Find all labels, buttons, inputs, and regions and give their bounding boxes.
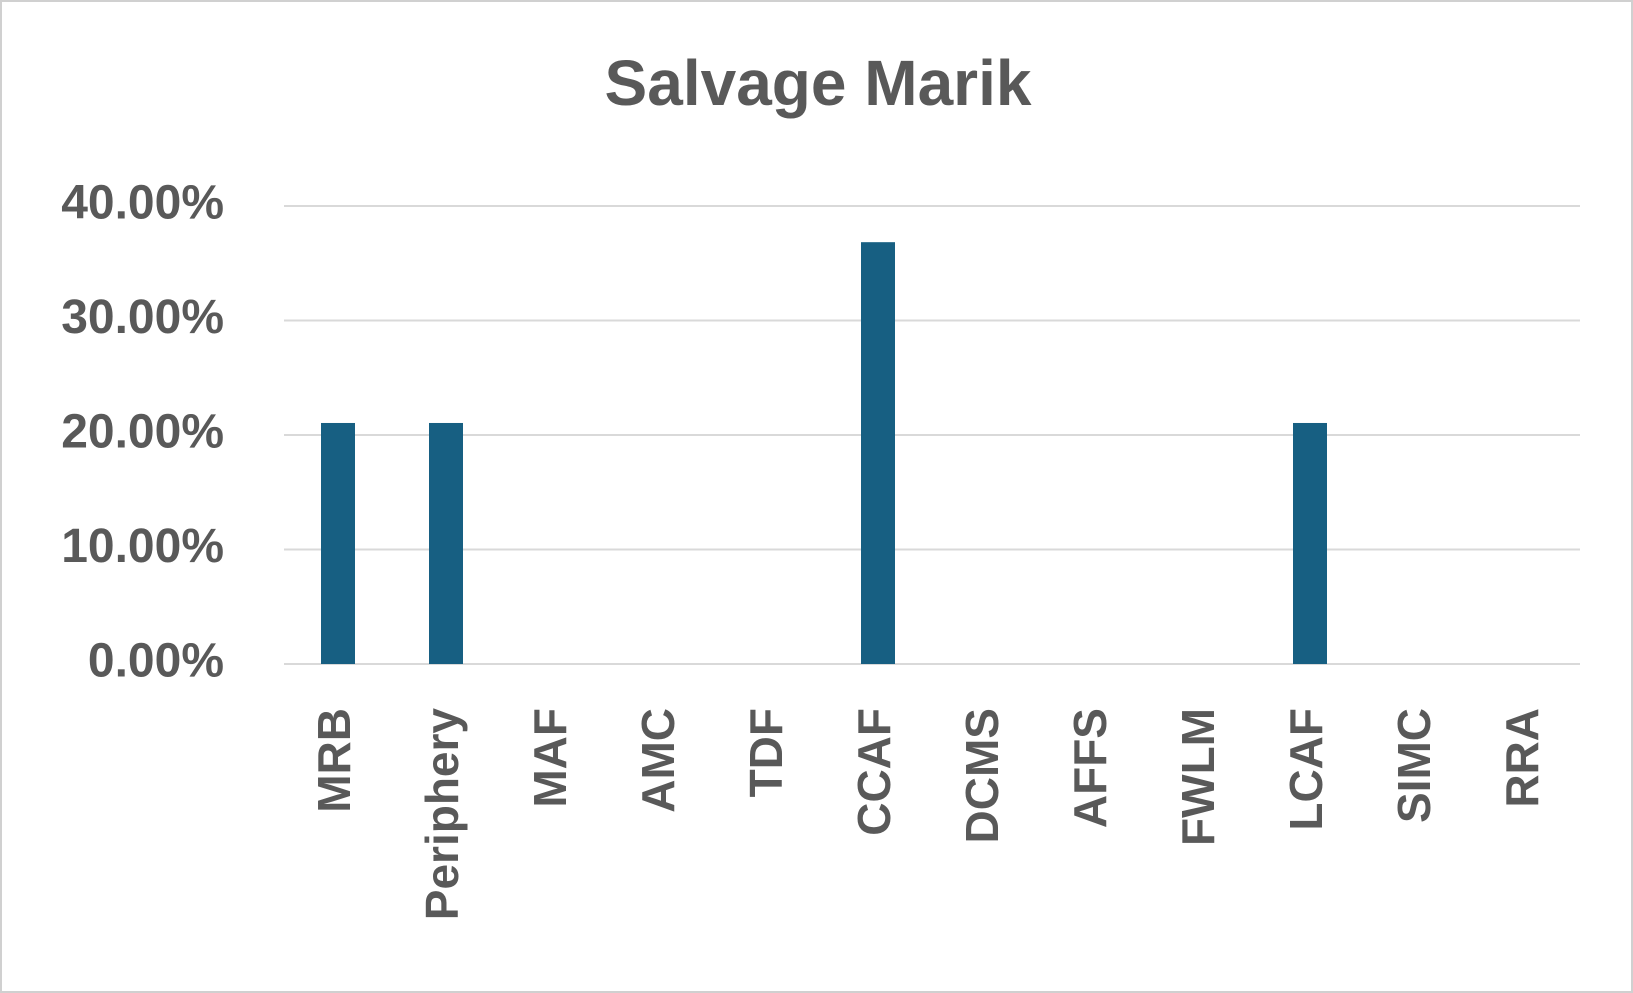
x-tick-label: MAF (524, 708, 576, 808)
x-tick-label: AMC (632, 708, 684, 813)
x-tick-label: RRA (1496, 708, 1548, 808)
x-tick-label: TDF (740, 708, 792, 797)
chart-title: Salvage Marik (605, 47, 1032, 119)
x-tick-label: DCMS (956, 708, 1008, 843)
bar (321, 422, 355, 664)
x-tick-label: Periphery (416, 708, 468, 921)
y-tick-label: 30.00% (61, 291, 224, 344)
x-tick-label: AFFS (1064, 708, 1116, 828)
x-tick-label: FWLM (1172, 708, 1224, 846)
bar (861, 242, 895, 664)
bar (429, 422, 463, 664)
x-tick-label: LCAF (1280, 708, 1332, 831)
y-tick-label: 0.00% (88, 635, 224, 688)
x-tick-label: CCAF (848, 708, 900, 836)
x-tick-label: MRB (308, 708, 360, 813)
y-tick-label: 40.00% (61, 177, 224, 230)
x-tick-label: SIMC (1388, 708, 1440, 823)
bar (1293, 422, 1327, 664)
y-tick-label: 20.00% (61, 406, 224, 459)
y-tick-label: 10.00% (61, 520, 224, 573)
